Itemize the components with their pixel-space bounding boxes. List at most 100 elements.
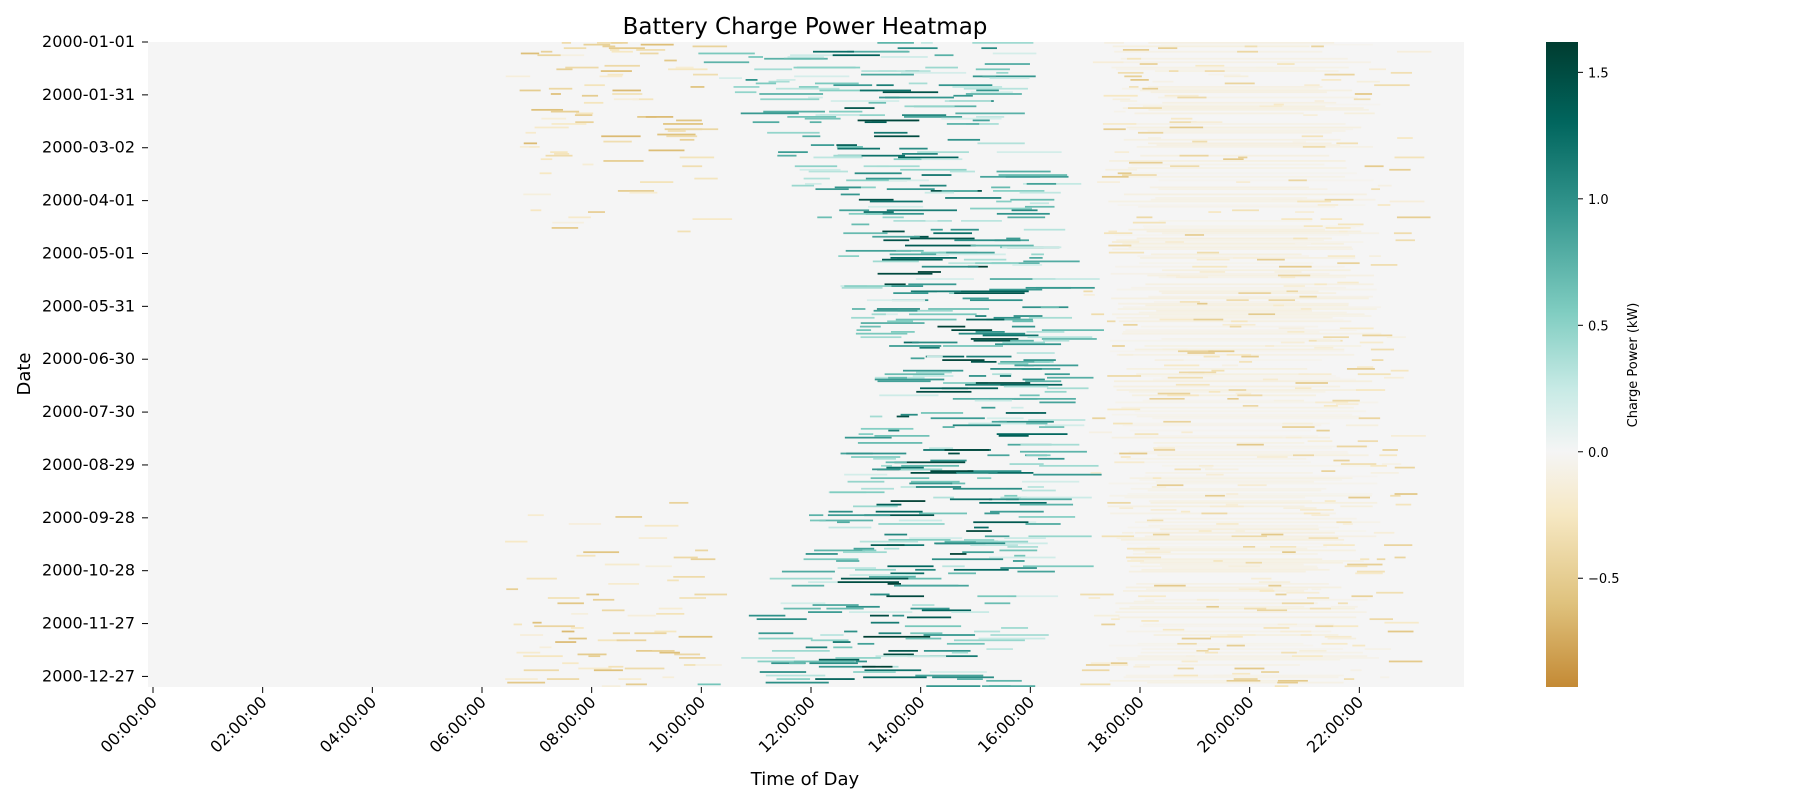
discharge-cell	[1231, 535, 1268, 538]
discharge-cell	[1178, 371, 1205, 374]
charge-cell	[1000, 360, 1050, 363]
charge-cell	[871, 313, 886, 316]
charge-cell	[1001, 627, 1029, 629]
discharge-cell	[602, 45, 616, 48]
charge-cell	[803, 558, 859, 561]
discharge-cell	[1323, 336, 1349, 339]
charge-cell	[895, 318, 957, 321]
discharge-cell	[1316, 339, 1341, 342]
discharge-cell	[1388, 660, 1423, 663]
discharge-cell	[1148, 524, 1319, 527]
discharge-cell	[1145, 304, 1349, 307]
discharge-cell	[1300, 634, 1312, 636]
discharge-cell	[1134, 531, 1335, 534]
discharge-cell	[1304, 84, 1320, 87]
discharge-cell	[693, 73, 718, 76]
discharge-cell	[1107, 501, 1131, 504]
charge-cell	[799, 168, 841, 171]
discharge-cell	[1120, 538, 1345, 541]
charge-cell	[944, 100, 992, 102]
discharge-cell	[1346, 368, 1375, 370]
discharge-cell	[675, 66, 694, 69]
charge-cell	[1005, 175, 1069, 178]
charge-cell	[1033, 473, 1102, 476]
discharge-cell	[663, 123, 703, 125]
discharge-cell	[1321, 470, 1336, 472]
discharge-cell	[640, 181, 674, 183]
charge-cell	[883, 239, 910, 242]
discharge-cell	[1163, 420, 1191, 423]
discharge-cell	[1141, 568, 1330, 571]
discharge-cell	[596, 42, 623, 44]
discharge-cell	[662, 676, 675, 679]
charge-cell	[910, 290, 961, 293]
charge-cell	[962, 551, 994, 554]
discharge-cell	[1317, 204, 1339, 206]
discharge-cell	[584, 84, 605, 87]
charge-cell	[1024, 364, 1079, 367]
charge-cell	[909, 313, 977, 316]
discharge-cell	[1324, 198, 1354, 201]
discharge-cell	[1127, 526, 1339, 529]
charge-cell	[865, 177, 911, 180]
discharge-cell	[1376, 558, 1386, 561]
charge-cell	[887, 583, 902, 585]
discharge-cell	[560, 54, 585, 57]
discharge-cell	[1108, 251, 1145, 254]
discharge-cell	[1136, 237, 1332, 240]
discharge-cell	[1281, 590, 1298, 592]
charge-cell	[962, 297, 989, 300]
charge-cell	[860, 73, 914, 76]
charge-cell	[1002, 246, 1062, 249]
discharge-cell	[1344, 565, 1368, 568]
discharge-cell	[1256, 66, 1274, 69]
discharge-cell	[1112, 345, 1125, 347]
discharge-cell	[1129, 429, 1312, 432]
y-tick-label: 2000-05-01	[42, 243, 135, 262]
discharge-cell	[608, 665, 624, 668]
discharge-cell	[1225, 503, 1239, 506]
charge-cell	[765, 681, 829, 684]
y-tick-label: 2000-09-28	[42, 508, 135, 527]
discharge-cell	[1140, 651, 1363, 654]
charge-cell	[810, 639, 849, 642]
discharge-cell	[1127, 167, 1347, 169]
discharge-cell	[669, 501, 689, 504]
discharge-cell	[1295, 242, 1312, 245]
charge-cell	[887, 320, 914, 323]
discharge-cell	[1277, 63, 1295, 65]
discharge-cell	[1192, 140, 1208, 143]
discharge-cell	[1150, 253, 1302, 256]
charge-cell	[840, 193, 860, 196]
discharge-cell	[505, 75, 531, 78]
discharge-cell	[1112, 248, 1354, 250]
discharge-cell	[1301, 135, 1324, 138]
discharge-cell	[1133, 549, 1356, 552]
charge-cell	[837, 581, 900, 584]
charge-cell	[1023, 565, 1094, 568]
charge-cell	[921, 265, 979, 268]
discharge-cell	[1282, 426, 1315, 428]
discharge-cell	[1152, 533, 1170, 536]
charge-cell	[990, 368, 1042, 370]
charge-cell	[1039, 401, 1076, 404]
charge-cell	[866, 299, 926, 302]
discharge-cell	[1374, 84, 1410, 87]
charge-cell	[817, 216, 832, 219]
discharge-cell	[1108, 482, 1378, 485]
discharge-cell	[1141, 648, 1343, 650]
discharge-cell	[648, 149, 685, 152]
charge-cell	[984, 63, 1030, 65]
colorbar-tick-label: 0.5	[1588, 319, 1609, 334]
discharge-cell	[1177, 96, 1207, 99]
x-axis-label: Time of Day	[750, 769, 860, 790]
charge-cell	[808, 96, 823, 99]
charge-cell	[841, 286, 883, 289]
discharge-cell	[1311, 588, 1322, 591]
charge-cell	[787, 116, 837, 118]
charge-cell	[990, 634, 1049, 636]
discharge-cell	[1197, 302, 1208, 305]
charge-cell	[859, 540, 919, 543]
discharge-cell	[1241, 355, 1259, 358]
charge-cell	[856, 329, 872, 332]
